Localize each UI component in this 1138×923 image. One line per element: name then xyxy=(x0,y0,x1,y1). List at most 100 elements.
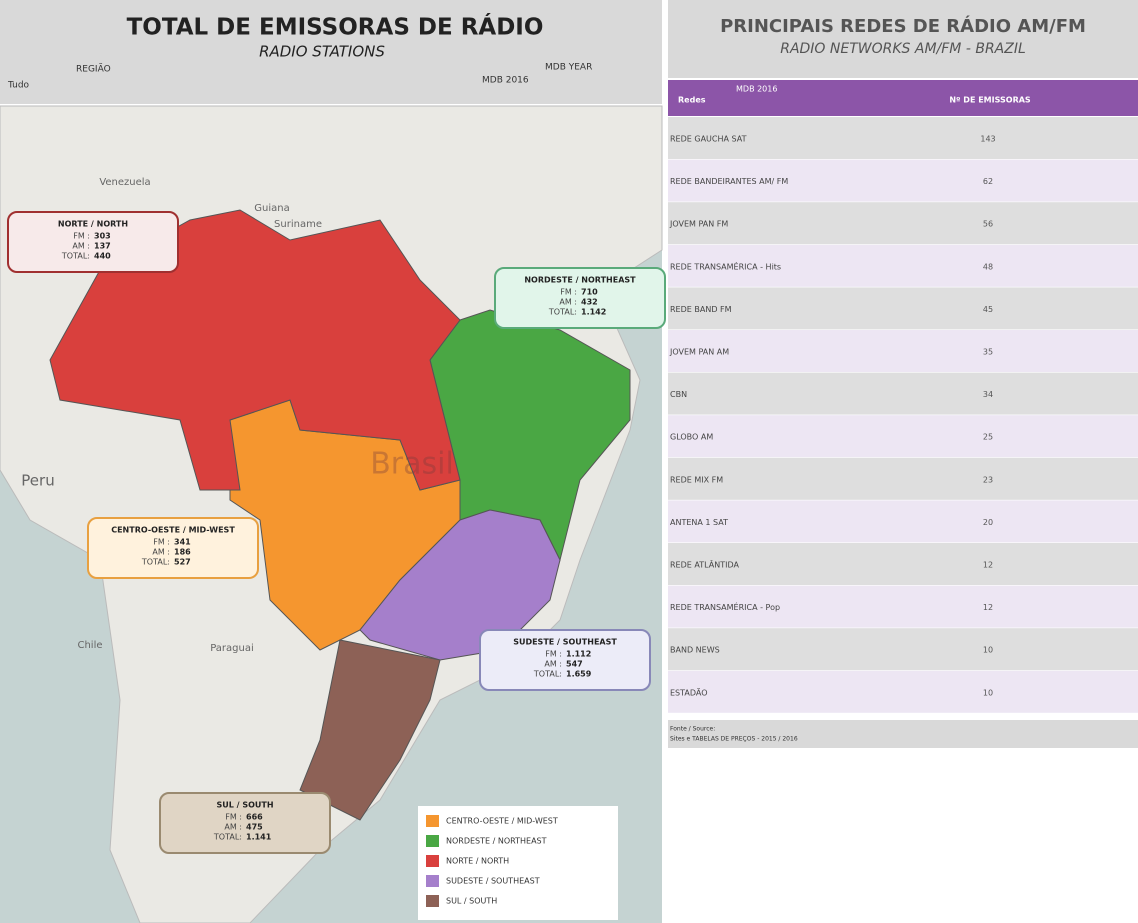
stat-label: FM : xyxy=(153,538,170,547)
filter-value: Tudo xyxy=(7,81,30,91)
stat-value: 547 xyxy=(566,660,583,669)
station-count: 62 xyxy=(983,177,993,186)
region-name: SUDESTE / SOUTHEAST xyxy=(513,638,617,647)
header-note: MDB 2016 xyxy=(736,85,777,94)
table-row xyxy=(668,244,1138,287)
table-row xyxy=(668,287,1138,330)
table-row xyxy=(668,159,1138,202)
stat-label: AM : xyxy=(224,823,242,832)
station-count: 20 xyxy=(983,518,993,527)
region-name: NORDESTE / NORTHEAST xyxy=(524,276,636,285)
stat-label: TOTAL: xyxy=(213,833,242,842)
stat-value: 527 xyxy=(174,558,191,567)
network-name: CBN xyxy=(670,390,687,399)
region-shape xyxy=(49,209,461,491)
stat-value: 1.141 xyxy=(246,833,272,842)
legend xyxy=(418,806,618,920)
station-count: 35 xyxy=(983,348,993,357)
legend-label: CENTRO-OESTE / MID-WEST xyxy=(446,817,558,826)
source-label: Fonte / Source: xyxy=(670,726,715,733)
map-label: Paraguai xyxy=(210,643,254,654)
station-count: 34 xyxy=(983,390,993,399)
right-header xyxy=(668,0,1138,78)
legend-swatch xyxy=(426,855,439,867)
map-label: Chile xyxy=(77,640,102,651)
legend-label: SUDESTE / SOUTHEAST xyxy=(446,877,540,886)
station-count: 56 xyxy=(983,220,993,229)
station-count: 10 xyxy=(983,646,993,655)
legend-label: SUL / SOUTH xyxy=(446,897,497,906)
left-header xyxy=(0,0,662,104)
legend-label: NORTE / NORTH xyxy=(446,857,509,866)
stat-value: 440 xyxy=(94,252,111,261)
station-count: 12 xyxy=(983,561,993,570)
map-label: Suriname xyxy=(274,219,322,230)
year-value: MDB 2016 xyxy=(482,76,529,86)
table-row xyxy=(668,457,1138,500)
station-count: 12 xyxy=(983,603,993,612)
stat-label: FM : xyxy=(73,232,90,241)
network-name: REDE GAUCHA SAT xyxy=(670,135,747,144)
stat-label: FM : xyxy=(560,288,577,297)
table-row xyxy=(668,670,1138,713)
station-count: 48 xyxy=(983,262,993,271)
region-callout xyxy=(159,792,331,854)
stat-label: FM : xyxy=(545,650,562,659)
stat-label: TOTAL: xyxy=(548,308,577,317)
table-row xyxy=(668,117,1138,159)
legend-label: NORDESTE / NORTHEAST xyxy=(446,837,547,846)
column-header: Nº DE EMISSORAS xyxy=(949,96,1031,105)
stat-value: 432 xyxy=(581,298,598,307)
map-label: Brasil xyxy=(370,447,454,482)
stat-label: AM : xyxy=(72,242,90,251)
network-name: REDE BAND FM xyxy=(670,305,732,314)
stat-label: FM : xyxy=(225,813,242,822)
stat-label: TOTAL: xyxy=(533,670,562,679)
stat-value: 666 xyxy=(246,813,263,822)
station-count: 23 xyxy=(983,475,993,484)
stat-value: 1.112 xyxy=(566,650,591,659)
region-callout xyxy=(7,211,179,273)
station-count: 143 xyxy=(980,135,995,144)
network-name: JOVEM PAN AM xyxy=(669,348,729,357)
right-subtitle: RADIO NETWORKS AM/FM - BRAZIL xyxy=(780,41,1026,57)
region-name: NORTE / NORTH xyxy=(58,220,128,229)
table-row xyxy=(668,585,1138,628)
stat-value: 137 xyxy=(94,242,111,251)
stat-value: 1.142 xyxy=(581,308,606,317)
legend-swatch xyxy=(426,815,439,827)
network-name: BAND NEWS xyxy=(670,646,720,655)
stat-value: 710 xyxy=(581,288,598,297)
network-name: ANTENA 1 SAT xyxy=(670,518,728,527)
legend-swatch xyxy=(426,875,439,887)
table-row xyxy=(668,415,1138,458)
region-name: SUL / SOUTH xyxy=(216,801,273,810)
map-label: Guiana xyxy=(254,203,289,214)
region-callout xyxy=(87,517,259,579)
network-name: REDE BANDEIRANTES AM/ FM xyxy=(670,177,788,186)
map-label: Peru xyxy=(21,472,54,490)
station-count: 45 xyxy=(983,305,993,314)
region-shape xyxy=(359,509,561,661)
table-header xyxy=(668,80,1138,116)
right-title: PRINCIPAIS REDES DE RÁDIO AM/FM xyxy=(720,15,1086,37)
table-row xyxy=(668,543,1138,585)
column-header: Redes xyxy=(678,96,706,105)
table-row xyxy=(668,628,1138,671)
network-name: ESTADÃO xyxy=(670,687,708,697)
table-row xyxy=(668,372,1138,415)
network-name: JOVEM PAN FM xyxy=(669,220,728,229)
stat-value: 475 xyxy=(246,823,263,832)
source-bar xyxy=(668,720,1138,748)
legend-swatch xyxy=(426,895,439,907)
stat-label: AM : xyxy=(152,548,170,557)
network-name: GLOBO AM xyxy=(670,433,713,442)
network-name: REDE TRANSAMÉRICA - Hits xyxy=(670,260,781,271)
map-label: Venezuela xyxy=(99,177,150,188)
stat-value: 1.659 xyxy=(566,670,592,679)
year-label: MDB YEAR xyxy=(545,63,592,73)
stat-label: TOTAL: xyxy=(141,558,170,567)
stat-label: AM : xyxy=(544,660,562,669)
regions xyxy=(49,209,631,821)
